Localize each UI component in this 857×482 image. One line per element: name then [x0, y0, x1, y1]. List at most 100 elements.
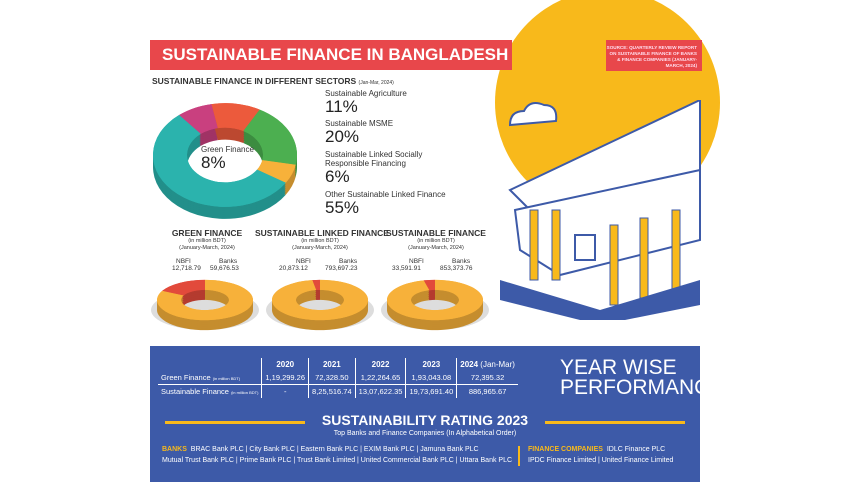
msme-label: Sustainable MSME 20%	[325, 119, 393, 146]
nbfi-label: NBFI	[176, 258, 191, 265]
bank-building-illustration	[500, 100, 701, 320]
value: 20%	[325, 127, 360, 146]
cell: 1,22,264.65	[354, 371, 406, 385]
finance-companies-list: FINANCE COMPANIES IDLC Finance PLC IPDC …	[528, 444, 673, 466]
label: Sustainable Linked Socially Responsible …	[325, 150, 423, 168]
green-finance-label: Green Finance 8%	[201, 145, 254, 172]
table-row: Sustainable Finance (in million BDT) -8,…	[158, 384, 518, 399]
table-row: Green Finance (in million BDT) 1,19,299.…	[158, 371, 518, 385]
banks-list: BANKS BRAC Bank PLC | City Bank PLC | Ea…	[162, 444, 512, 466]
banks-value: 793,697.23	[325, 265, 358, 272]
sectors-period: (Jan-Mar, 2024)	[358, 80, 394, 86]
pillar	[671, 209, 681, 296]
mini-chart-1: GREEN FINANCE (in million BDT) (January-…	[142, 228, 272, 252]
label: Sustainable Agriculture	[325, 89, 407, 98]
sector-slice-4	[153, 115, 286, 207]
cell: 19,73,691.40	[405, 384, 457, 398]
subtitle: (in million BDT)	[188, 238, 226, 244]
label: Sustainable Finance	[161, 387, 229, 396]
cell: 72,395.32	[456, 371, 518, 385]
rating-title: SUSTAINABILITY RATING 2023	[321, 412, 529, 428]
col-header: 2020	[261, 358, 309, 371]
col-header: 2023	[405, 358, 457, 371]
label: Sustainable MSME	[325, 119, 394, 128]
banks-line: Mutual Trust Bank PLC | Prime Bank PLC |…	[162, 457, 513, 464]
linked-finance-donut	[266, 279, 374, 331]
building-base	[500, 280, 700, 320]
label: Other Sustainable Linked Finance	[325, 190, 446, 199]
nbfi-value: 20,873.12	[279, 265, 308, 272]
cell: 886,965.67	[456, 384, 518, 398]
cell: 13,07,622.35	[354, 384, 406, 398]
other-label: Other Sustainable Linked Finance 55%	[325, 190, 446, 217]
green-finance-donut	[151, 279, 259, 331]
source-note: SOURCE: QUARTERLY REVIEW REPORT ON SUSTA…	[606, 40, 702, 71]
divider	[518, 446, 520, 466]
pillar	[609, 224, 619, 306]
value: 11%	[325, 97, 358, 116]
nbfi-label: NBFI	[409, 258, 424, 265]
banks-label: Banks	[219, 258, 238, 265]
nbfi-value: 12,718.79	[172, 265, 201, 272]
note: (Jan-Mar)	[480, 360, 515, 369]
pillar	[551, 209, 561, 281]
year: 2024	[460, 360, 479, 369]
title: SUSTAINABLE LINKED FINANCE	[255, 228, 389, 238]
mini1-slice-1	[157, 279, 253, 321]
cell: 1,93,043.08	[405, 371, 457, 385]
bottom-panel: 2020 2021 2022 2023 2024 (Jan-Mar) Green…	[150, 346, 723, 482]
cell: 8,25,516.74	[308, 384, 356, 398]
cell: -	[261, 384, 309, 398]
banks-value: 59,676.53	[210, 265, 239, 272]
line1: YEAR WISE	[560, 356, 677, 379]
unit: (in million BDT)	[231, 390, 259, 395]
banks-value: 853,373.76	[440, 265, 473, 272]
sectors-title-text: SUSTAINABLE FINANCE IN DIFFERENT SECTORS	[152, 76, 357, 86]
sector-slice-1	[211, 103, 260, 132]
sectors-donut-chart	[152, 103, 297, 219]
sector-slice-3	[257, 160, 296, 183]
sectors-title: SUSTAINABLE FINANCE IN DIFFERENT SECTORS…	[152, 76, 394, 86]
year-wise-table: 2020 2021 2022 2023 2024 (Jan-Mar) Green…	[158, 358, 518, 398]
agri-label: Sustainable Agriculture 11%	[325, 89, 407, 116]
label: Green Finance	[201, 145, 254, 154]
mini1-slice-0	[162, 279, 205, 296]
fc-label: FINANCE COMPANIES	[528, 446, 603, 453]
pillar	[529, 209, 539, 281]
cell: 72,328.50	[308, 371, 356, 385]
sector-slice-0	[179, 104, 218, 134]
sustainable-finance-donut	[381, 279, 489, 331]
mini2-slice-0	[312, 279, 320, 291]
subtitle: (in million BDT)	[301, 238, 339, 244]
empty-header	[158, 358, 262, 371]
fc-line: IPDC Finance Limited | United Finance Li…	[528, 457, 674, 464]
rating-subtitle: Top Banks and Finance Companies (In Alph…	[333, 430, 517, 437]
value: 6%	[325, 167, 350, 186]
banks-label: BANKS	[162, 446, 187, 453]
period: (January-March, 2024)	[292, 245, 348, 251]
col-header: 2022	[354, 358, 406, 371]
row-label: Sustainable Finance (in million BDT)	[158, 385, 262, 399]
row-label: Green Finance (in million BDT)	[158, 371, 262, 385]
fc-line: IDLC Finance PLC	[606, 446, 666, 453]
mini-chart-2: SUSTAINABLE LINKED FINANCE (in million B…	[255, 228, 389, 252]
banks-label: Banks	[339, 258, 358, 265]
cloud-icon	[508, 102, 558, 127]
subtitle: (in million BDT)	[417, 238, 455, 244]
title: GREEN FINANCE	[171, 228, 243, 238]
value: 55%	[325, 198, 360, 217]
nbfi-value: 33,591.91	[392, 265, 421, 272]
period: (January-March, 2024)	[179, 245, 235, 251]
nbfi-label: NBFI	[296, 258, 311, 265]
banks-line: BRAC Bank PLC | City Bank PLC | Eastern …	[190, 446, 479, 453]
pillar	[639, 217, 649, 299]
title: SUSTAINABLE FINANCE	[386, 228, 486, 238]
page-title: SUSTAINABLE FINANCE IN BANGLADESH	[150, 40, 512, 70]
unit: (in million BDT)	[212, 376, 241, 381]
mini3-slice-0	[423, 279, 435, 291]
divider	[545, 421, 685, 424]
year-wise-title: YEAR WISE PERFORMANCE	[560, 356, 723, 398]
col-header: 2024 (Jan-Mar)	[456, 358, 518, 371]
period: (January-March, 2024)	[408, 245, 464, 251]
building-wall	[513, 168, 701, 277]
